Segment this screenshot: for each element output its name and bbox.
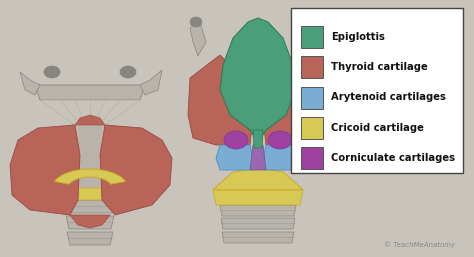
Polygon shape <box>35 85 145 100</box>
Ellipse shape <box>44 66 60 78</box>
Text: Epiglottis: Epiglottis <box>331 32 385 42</box>
Polygon shape <box>72 120 108 200</box>
Ellipse shape <box>120 66 136 78</box>
Polygon shape <box>20 72 40 95</box>
Text: Cricoid cartilage: Cricoid cartilage <box>331 123 424 133</box>
Polygon shape <box>220 55 296 118</box>
Polygon shape <box>190 22 206 56</box>
Polygon shape <box>250 145 266 170</box>
FancyBboxPatch shape <box>301 56 323 78</box>
Ellipse shape <box>190 17 202 27</box>
Polygon shape <box>220 205 296 216</box>
Polygon shape <box>75 115 105 125</box>
Polygon shape <box>52 188 128 200</box>
Polygon shape <box>100 125 172 215</box>
Polygon shape <box>213 190 303 205</box>
Polygon shape <box>65 200 115 213</box>
Polygon shape <box>67 232 113 245</box>
FancyBboxPatch shape <box>301 26 323 48</box>
Polygon shape <box>310 22 326 56</box>
FancyBboxPatch shape <box>301 147 323 169</box>
Polygon shape <box>253 130 263 148</box>
Polygon shape <box>40 100 140 125</box>
Polygon shape <box>216 145 253 170</box>
Polygon shape <box>78 125 102 200</box>
FancyBboxPatch shape <box>291 8 463 173</box>
Polygon shape <box>220 18 296 138</box>
Text: Corniculate cartilages: Corniculate cartilages <box>331 153 455 163</box>
Ellipse shape <box>224 131 248 149</box>
Text: Arytenoid cartilages: Arytenoid cartilages <box>331 93 446 103</box>
FancyBboxPatch shape <box>301 117 323 139</box>
Polygon shape <box>66 216 114 229</box>
Polygon shape <box>55 169 126 184</box>
Polygon shape <box>263 55 328 145</box>
Ellipse shape <box>268 131 292 149</box>
Polygon shape <box>70 215 110 228</box>
Polygon shape <box>140 70 162 95</box>
Text: © TeachMeAnatomy: © TeachMeAnatomy <box>384 241 456 248</box>
Polygon shape <box>10 125 80 215</box>
Polygon shape <box>213 168 303 190</box>
Polygon shape <box>221 218 295 229</box>
Text: Thyroid cartilage: Thyroid cartilage <box>331 62 428 72</box>
Polygon shape <box>222 232 294 243</box>
FancyBboxPatch shape <box>301 87 323 108</box>
Polygon shape <box>188 55 253 145</box>
Polygon shape <box>263 145 300 170</box>
Ellipse shape <box>314 17 326 27</box>
